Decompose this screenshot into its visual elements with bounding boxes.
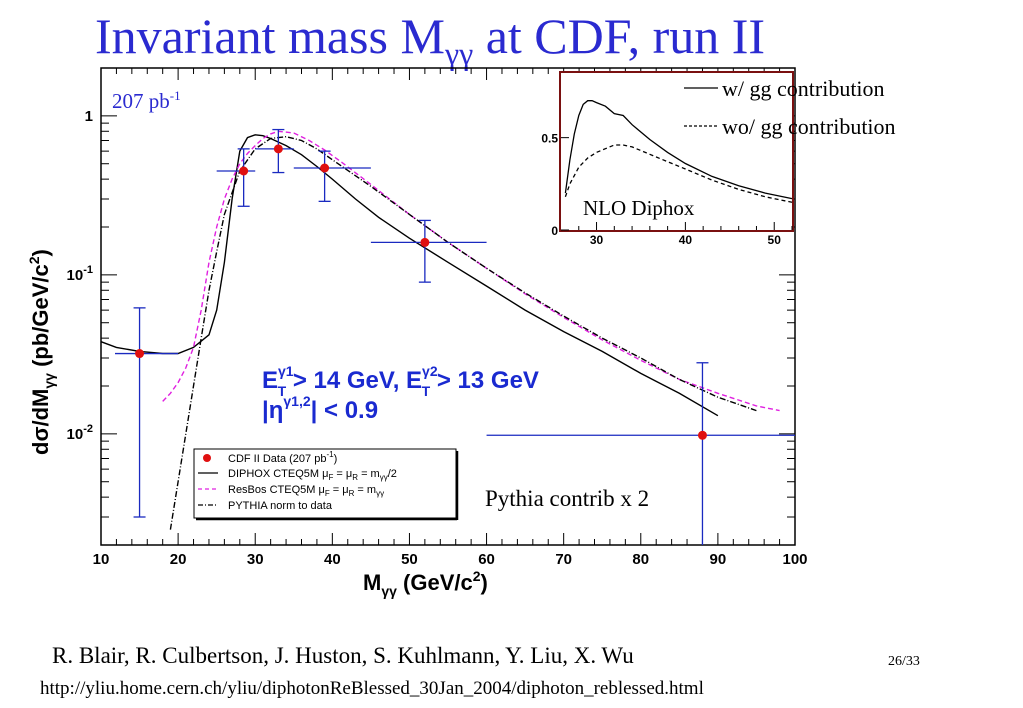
data-point [216, 148, 256, 207]
data-point [370, 219, 487, 283]
inset-chart: 30 40 50 0 0.5 NLO Diphox [541, 71, 794, 247]
main-plot-frame [100, 67, 796, 546]
y-tick-label: 10-1 [67, 264, 93, 284]
data-points-group [115, 128, 795, 545]
x-tick-label: 60 [478, 551, 495, 568]
legend-label-diphox: DIPHOX CTEQ5M μF = μR = mγγ/2 [228, 468, 397, 482]
data-marker [135, 349, 145, 359]
data-marker [420, 237, 430, 247]
x-tick-label: 90 [710, 551, 727, 568]
legend-frame [193, 448, 457, 519]
x-tick-label: 20 [170, 551, 187, 568]
data-marker [273, 144, 283, 154]
cuts-line-2: |ηγ1,2| < 0.9 [262, 393, 378, 424]
inset-y-tick-label: 0.5 [541, 132, 558, 146]
authors-line: R. Blair, R. Culbertson, J. Huston, S. K… [52, 643, 634, 668]
x-tick-label: 50 [401, 551, 418, 568]
x-tick-label: 70 [555, 551, 572, 568]
y-tick-label: 1 [85, 108, 93, 125]
inset-title: NLO Diphox [583, 196, 695, 220]
data-marker [239, 166, 249, 176]
main-y-axis: 1 10-1 10-2 [67, 67, 795, 546]
data-point [486, 362, 795, 545]
data-point [255, 128, 294, 174]
inset-axes: 30 40 50 0 0.5 [541, 132, 793, 247]
inset-legend-label-with-gg: w/ gg contribution [722, 76, 885, 101]
inset-legend: w/ gg contribution wo/ gg contribution [684, 76, 896, 139]
data-marker [697, 430, 707, 440]
pythia-curve [169, 135, 757, 530]
inset-x-tick-label: 30 [590, 233, 604, 247]
main-x-axis: 10 20 30 40 50 60 70 80 90 100 [93, 68, 808, 568]
x-tick-label: 10 [93, 551, 110, 568]
inset-curve-with-gg [564, 100, 793, 200]
pythia-annotation: Pythia contrib x 2 [485, 486, 649, 511]
cuts-line-1: Eγ1 T > 14 GeV, Eγ2 T > 13 GeV [262, 363, 539, 399]
x-tick-label: 40 [324, 551, 341, 568]
x-tick-label: 80 [632, 551, 649, 568]
data-marker [320, 163, 330, 173]
inset-y-tick-label: 0 [551, 224, 558, 238]
data-point [293, 150, 371, 202]
legend-marker-data [203, 454, 211, 462]
main-x-axis-label: Mγγ (GeV/c2) [363, 568, 488, 599]
data-point [115, 307, 179, 518]
legend-label-pythia: PYTHIA norm to data [228, 500, 333, 512]
inset-legend-label-without-gg: wo/ gg contribution [722, 114, 896, 139]
luminosity-label: 207 pb-1 [112, 88, 181, 113]
source-url: http://yliu.home.cern.ch/yliu/diphotonRe… [40, 678, 704, 699]
y-tick-label: 10-2 [67, 423, 93, 443]
main-y-axis-label: dσ/dMγγ (pb/GeV/c2) [26, 249, 57, 455]
inset-x-tick-label: 40 [679, 233, 693, 247]
resbos-curve [162, 130, 780, 412]
main-legend: CDF II Data (207 pb-1) DIPHOX CTEQ5M μF … [193, 448, 459, 521]
main-chart: 10 20 30 40 50 60 70 80 90 100 1 10-1 10-2 207 pb-1… [26, 67, 808, 599]
legend-label-resbos: ResBos CTEQ5M μF = μR = mγγ [228, 484, 384, 498]
page-number: 26/33 [888, 654, 920, 669]
inset-curve-without-gg [564, 144, 793, 203]
slide-title: Invariant mass Mγγ at CDF, run II [95, 8, 765, 71]
inset-x-tick-label: 50 [768, 233, 782, 247]
x-tick-label: 100 [782, 551, 807, 568]
legend-label-data: CDF II Data (207 pb-1) [228, 450, 337, 465]
x-tick-label: 30 [247, 551, 264, 568]
inset-series-group [564, 100, 793, 203]
